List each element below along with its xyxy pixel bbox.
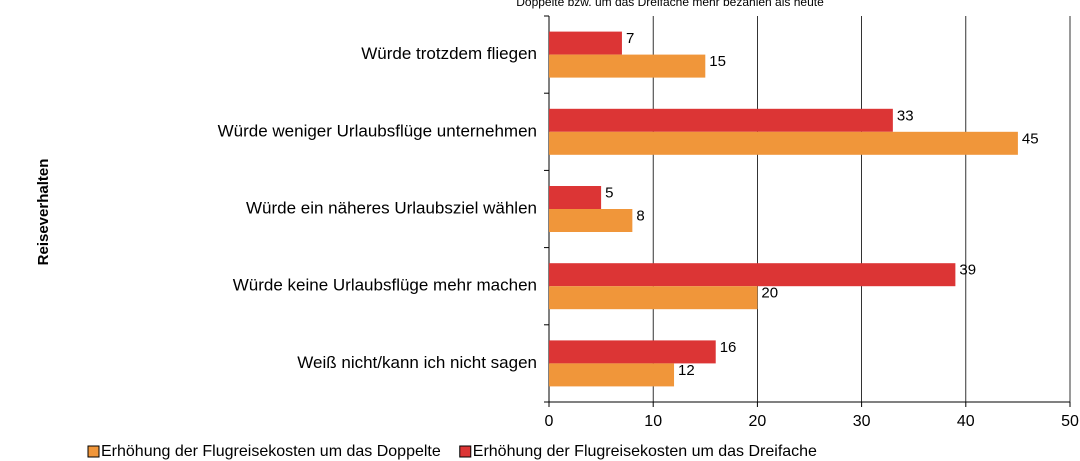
value-label: 20	[761, 285, 778, 302]
bar	[549, 108, 893, 132]
y-tick-label: Weiß nicht/kann ich nicht sagen	[297, 353, 537, 372]
y-axis-label: Reiseverhalten	[35, 159, 52, 266]
value-label: 16	[720, 339, 737, 356]
bar	[549, 286, 758, 310]
bar	[549, 363, 675, 387]
bar	[549, 263, 956, 287]
bar	[549, 209, 633, 232]
x-tick-label: 50	[1061, 413, 1079, 430]
legend-swatch	[87, 445, 100, 458]
bar	[549, 131, 1018, 155]
value-label: 5	[605, 184, 613, 201]
legend-label: Erhöhung der Flugreisekosten um das Dopp…	[101, 443, 441, 460]
value-label: 7	[626, 30, 634, 47]
y-tick-label: Würde weniger Urlaubsflüge unternehmen	[218, 121, 537, 140]
y-tick-label: Würde trotzdem fliegen	[361, 44, 537, 63]
x-tick-label: 0	[545, 413, 554, 430]
legend-swatch	[459, 445, 472, 458]
legend-label: Erhöhung der Flugreisekosten um das Drei…	[473, 443, 817, 460]
bar	[549, 186, 602, 209]
value-label: 39	[959, 262, 976, 279]
bar	[549, 31, 622, 55]
chart-title: Doppelte bzw. um das Dreifache mehr beza…	[516, 0, 824, 9]
x-tick-label: 10	[644, 413, 662, 430]
value-label: 12	[678, 362, 695, 379]
y-tick-label: Würde keine Urlaubsflüge mehr machen	[233, 276, 537, 295]
bar	[549, 54, 706, 78]
x-tick-label: 30	[853, 413, 871, 430]
x-tick-label: 20	[749, 413, 767, 430]
bar	[549, 340, 716, 364]
y-tick-label: Würde ein näheres Urlaubsziel wählen	[246, 198, 537, 217]
value-label: 8	[636, 207, 644, 224]
value-label: 45	[1022, 130, 1039, 147]
x-tick-label: 40	[957, 413, 975, 430]
value-label: 33	[897, 107, 914, 124]
value-label: 15	[709, 53, 726, 70]
